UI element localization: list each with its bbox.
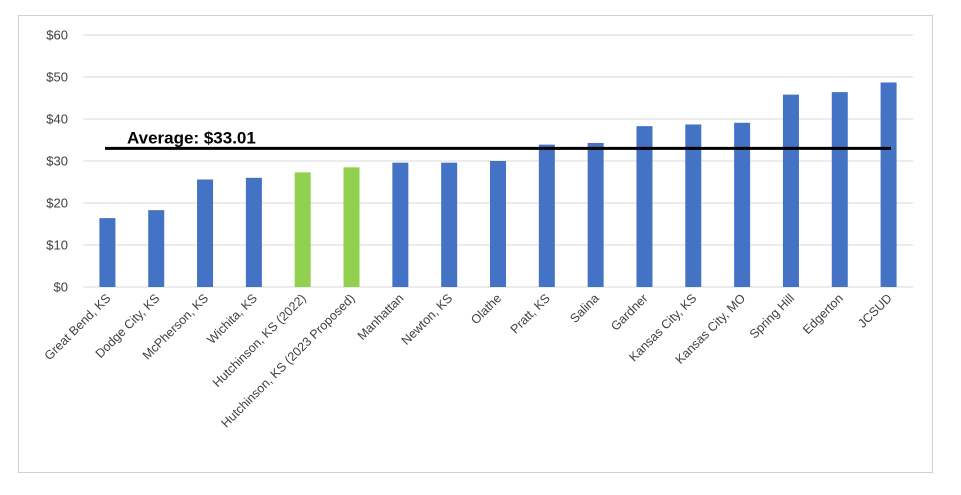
y-tick-label: $0 xyxy=(54,280,68,295)
bar xyxy=(880,82,897,288)
x-tick-label: Spring Hill xyxy=(747,291,797,341)
x-tick-label: Newton, KS xyxy=(399,291,456,348)
bar xyxy=(99,218,116,287)
bar xyxy=(538,144,555,287)
bar xyxy=(831,92,848,288)
bar xyxy=(343,167,360,287)
y-tick-label: $30 xyxy=(46,154,68,169)
gridlines xyxy=(83,34,913,288)
bars xyxy=(99,82,897,288)
bar xyxy=(685,124,702,288)
x-tick-label: Olathe xyxy=(468,291,504,327)
bar xyxy=(148,210,165,287)
bar xyxy=(197,179,214,287)
bar xyxy=(782,94,799,287)
x-tick-label: Manhattan xyxy=(355,291,407,343)
bar xyxy=(441,162,458,287)
x-tick-label: Edgerton xyxy=(800,291,846,337)
average-line-group: Average: $33.01 xyxy=(105,128,891,150)
x-tick-label: Salina xyxy=(567,291,602,326)
bar xyxy=(490,161,506,287)
chart-frame xyxy=(18,15,933,473)
y-tick-label: $50 xyxy=(46,70,68,85)
y-tick-label: $20 xyxy=(46,196,68,211)
bar xyxy=(636,126,653,287)
x-tick-label: JCSUD xyxy=(855,291,894,330)
y-tick-label: $40 xyxy=(46,112,68,127)
x-tick-label: Hutchinson, KS (2022) xyxy=(210,291,309,390)
y-tick-label: $10 xyxy=(46,238,68,253)
bar xyxy=(245,177,262,287)
bar xyxy=(734,122,751,287)
y-tick-label: $60 xyxy=(46,28,68,43)
bar xyxy=(587,142,604,287)
bar xyxy=(294,172,311,287)
y-axis: $0 $10 $20 $30 $40 $50 $60 xyxy=(46,28,68,295)
average-label: Average: $33.01 xyxy=(127,128,256,147)
x-tick-label: Gardner xyxy=(608,291,650,333)
x-tick-label: Pratt, KS xyxy=(508,291,553,336)
bar xyxy=(392,162,409,287)
